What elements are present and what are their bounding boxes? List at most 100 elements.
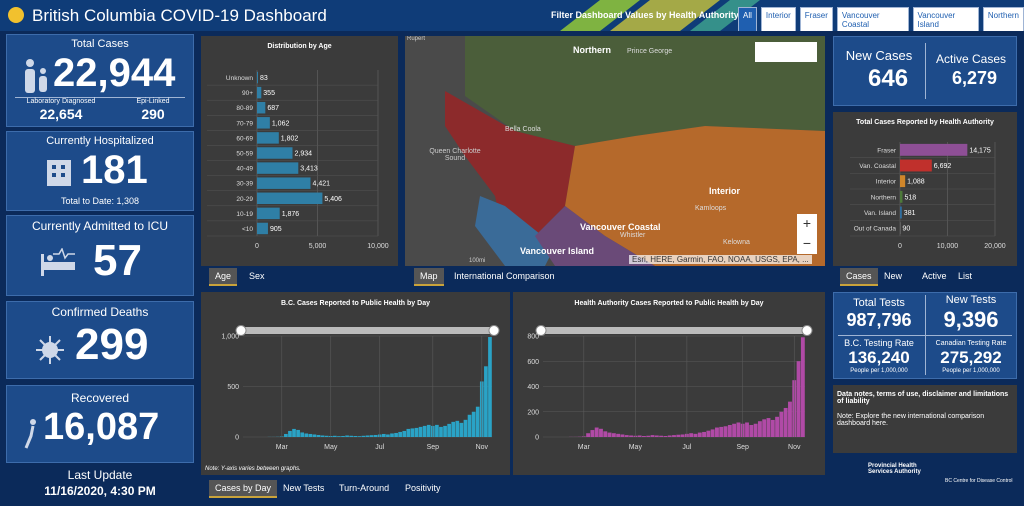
category-label: 70-79 [236,120,253,127]
value-label: 381 [904,210,916,217]
x-tick-label: Sep [427,444,440,451]
bar [745,422,749,437]
bar [629,435,633,437]
value-label: 1,088 [907,179,925,186]
value-label: 3,413 [300,166,318,173]
bar [603,431,608,437]
tab[interactable]: Cases [840,268,878,286]
title: British Columbia COVID-19 Dashboard [32,6,327,25]
tab[interactable]: Age [209,268,238,286]
filter-button[interactable]: Vancouver Island [912,7,979,31]
bar [611,433,616,437]
kpi-sub: People per 1,000,000 [942,368,1000,374]
category-label: 40-49 [236,166,253,173]
value-label: 6,692 [934,163,952,170]
bar [900,190,903,203]
bar [599,428,603,437]
bar [775,416,780,437]
bar [753,423,758,437]
filter-button[interactable]: Fraser [799,7,833,31]
bar [390,433,394,437]
y-tick-label: 800 [527,334,539,341]
kpi-sub-label: Epi-Linked [136,98,170,105]
bar [471,411,476,437]
kpi-sub: People per 1,000,000 [850,368,908,374]
filter-button[interactable]: Northern [982,7,1024,31]
bar [702,431,706,437]
kpi-value: 9,396 [943,307,999,332]
bar [467,414,472,437]
category-label: Northern [871,194,897,201]
kpi-label: Active Cases [935,52,1007,66]
bar [475,406,480,437]
bar [800,337,805,437]
bar [308,433,313,437]
kpi-value: 299 [75,320,149,369]
bar [394,432,398,437]
map-label: Interior [709,186,741,196]
tab[interactable]: Turn-Around [339,483,390,493]
divider [15,97,185,98]
tab[interactable]: New [884,271,903,281]
y-tick-label: 500 [227,384,239,391]
x-tick-label: 0 [898,243,902,250]
bar [402,430,407,437]
bar [594,427,599,437]
value-label: 355 [263,90,275,97]
bar [680,434,685,437]
bar [637,435,642,437]
tab[interactable]: Map [414,268,444,286]
bar [422,425,427,437]
tab[interactable]: Positivity [405,483,441,493]
tab[interactable]: New Tests [283,483,325,493]
x-tick-label: 10,000 [937,243,959,250]
hospitalized-panel: Currently Hospitalized 181 Total to Date… [6,131,194,211]
kpi-label: New Tests [945,294,997,306]
filter-button[interactable]: Interior [760,7,796,31]
bar [257,192,323,205]
divider [838,335,1012,336]
kpi-value: 16,087 [43,406,160,448]
ha-daily-panel: Health Authority Cases Reported to Publi… [513,292,825,475]
icu-panel: Currently Admitted to ICU 57 [6,215,194,296]
bar [607,432,612,437]
value-label: 14,175 [969,147,991,154]
svg-text:+: + [803,215,811,231]
category-label: 80-89 [236,105,253,112]
x-tick-label: Mar [578,444,591,451]
tab[interactable]: Sex [249,271,265,281]
value-label: 4,421 [312,181,330,188]
map-label: Vancouver Coastal [580,222,661,232]
map-label: Kelowna [723,239,750,246]
bar [484,366,488,437]
bar [296,429,300,437]
kpi-label: Confirmed Deaths [51,305,149,319]
category-label: 50-59 [236,151,253,158]
value-label: 518 [904,194,916,201]
filter-button[interactable]: All [738,7,757,31]
x-tick-label: 20,000 [984,243,1006,250]
x-tick-label: 5,000 [309,243,327,250]
value-label: 5,406 [324,196,342,203]
bar [642,435,646,437]
slider-handle [488,325,500,336]
bar [488,337,492,437]
tab[interactable]: International Comparison [454,271,555,281]
tab[interactable]: List [958,271,973,281]
tab[interactable]: Cases by Day [209,480,278,498]
map-label: Bella Coola [505,126,541,133]
bar [426,424,431,437]
kpi-value: 987,796 [846,310,912,330]
kpi-sub: Total to Date: 1,308 [60,196,140,206]
bar [624,435,629,437]
bar [796,361,801,437]
filter-button[interactable]: Vancouver Coastal [836,7,909,31]
bar [257,147,293,159]
bar [697,432,702,437]
divider [925,43,926,99]
bar [361,435,366,437]
slider-handle [535,325,547,336]
tab[interactable]: Active [922,271,947,281]
map-label: Vancouver Island [520,246,595,256]
kpi-label: B.C. Testing Rate [844,338,914,348]
